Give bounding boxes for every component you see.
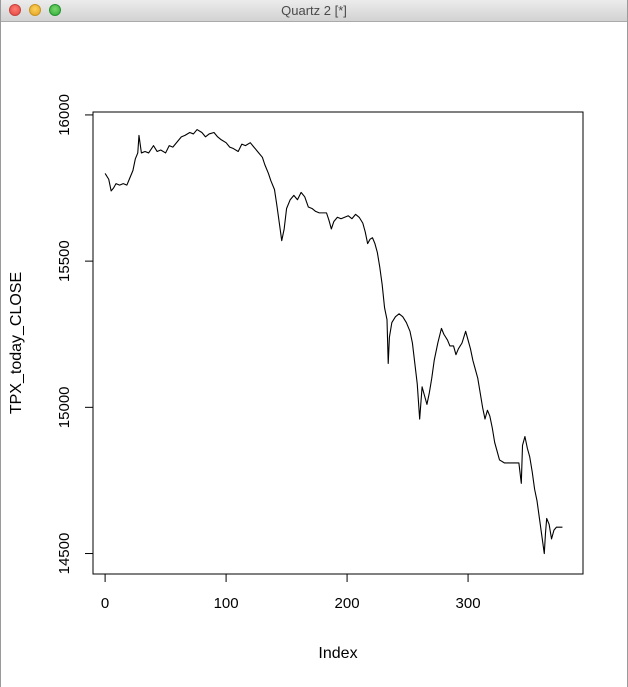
plot-frame [92,111,584,575]
x-tick-label: 0 [101,595,109,612]
y-tick-label: 15000 [56,386,73,428]
minimize-window-icon[interactable] [29,4,41,16]
x-tick-label: 100 [214,595,239,612]
y-axis-title: TPX_today_CLOSE [8,272,25,414]
y-tick-label: 15500 [56,240,73,282]
y-axis: 14500 15000 15500 16000 [56,94,94,575]
x-axis-title: Index [318,645,357,662]
series-line-tpx-close [104,128,563,555]
x-tick-label: 200 [335,595,360,612]
line-chart: 0 100 200 300 14500 15000 15500 16000 Index TP… [8,94,584,662]
zoom-window-icon[interactable] [49,4,61,16]
y-tick-label: 16000 [56,94,73,136]
x-axis: 0 100 200 300 [101,573,481,612]
close-window-icon[interactable] [9,4,21,16]
window-title: Quartz 2 [*] [281,3,347,18]
title-bar[interactable]: Quartz 2 [*] [1,0,627,22]
x-tick-label: 300 [456,595,481,612]
y-tick-label: 14500 [56,533,73,575]
